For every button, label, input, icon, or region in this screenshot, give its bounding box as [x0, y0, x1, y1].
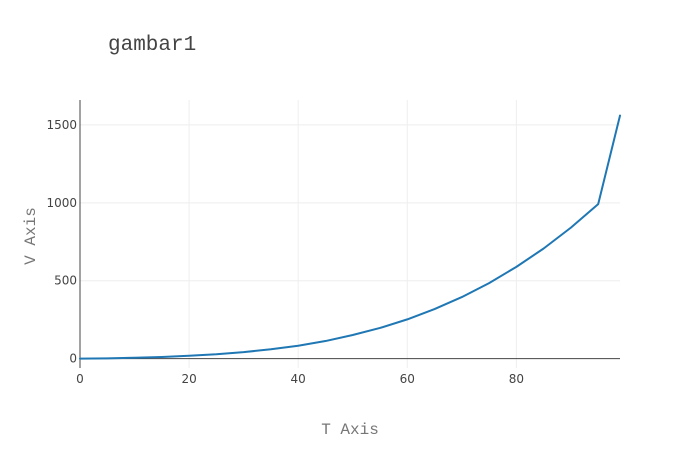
series-line: [79, 114, 621, 360]
y-tick-label: 1000: [46, 196, 77, 210]
series-layer: [79, 114, 621, 360]
axes: [79, 100, 620, 368]
x-tick-label: 20: [181, 372, 196, 386]
tick-labels: 0 20 40 60 80 0 500 1000 1500: [46, 118, 524, 386]
chart-title: gambar1: [108, 34, 196, 57]
x-axis-title: T Axis: [321, 421, 379, 439]
y-tick-label: 500: [54, 274, 77, 288]
y-axis-title: V Axis: [22, 207, 40, 265]
x-tick-label: 80: [509, 372, 524, 386]
x-tick-label: 0: [76, 372, 84, 386]
x-tick-label: 60: [400, 372, 415, 386]
x-tick-label: 40: [291, 372, 306, 386]
y-tick-label: 0: [69, 352, 77, 366]
gridlines: [80, 100, 620, 368]
y-tick-label: 1500: [46, 118, 77, 132]
